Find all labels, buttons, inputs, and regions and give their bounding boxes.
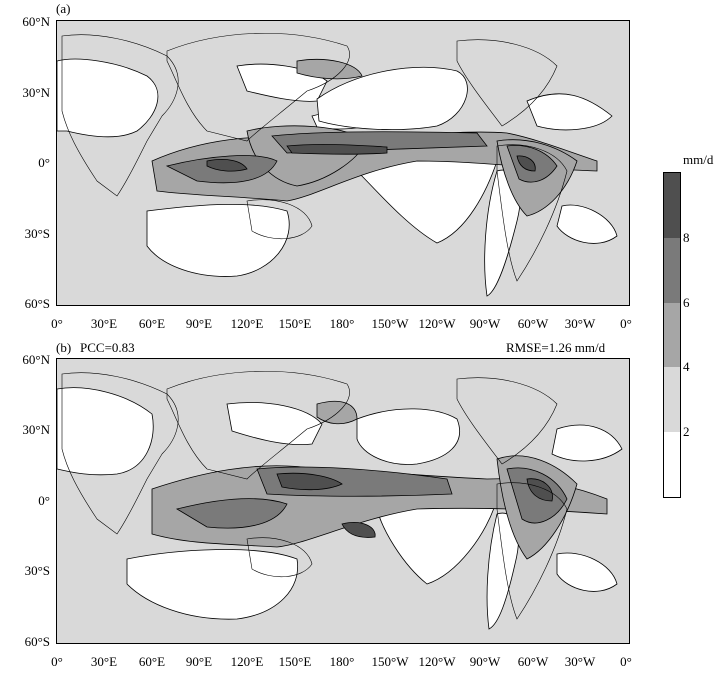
lat-label-eq-b: 0° (38, 493, 50, 508)
panel-b-label: (b) (56, 340, 72, 355)
lon-label-90w: 90°W (469, 316, 501, 331)
colorbar-segment-6-8 (664, 238, 680, 303)
lon-label-60e-b: 60°E (138, 654, 166, 669)
lat-label-60s: 60°S (24, 296, 50, 311)
colorbar-segment-0-2 (664, 432, 680, 497)
map-b-svg (57, 370, 623, 630)
lon-label-60e: 60°E (138, 316, 166, 331)
lat-label-60n: 60°N (22, 14, 50, 29)
lon-label-60w-b: 60°W (517, 654, 549, 669)
lat-label-30s-b: 30°S (24, 563, 50, 578)
lat-label-30n-b: 30°N (22, 422, 50, 437)
colorbar-label-8: 8 (683, 230, 690, 245)
lon-label-90e: 90°E (185, 316, 213, 331)
panel-a-label: (a) (56, 1, 71, 16)
lat-label-60s-b: 60°S (24, 634, 50, 649)
map-a-svg (57, 32, 618, 297)
lon-label-120e-b: 120°E (230, 654, 264, 669)
lon-label-180-b: 180° (329, 654, 355, 669)
panel-a: (a) 60°N 30°N 0° 30°S 60°S (0, 0, 660, 340)
lat-label-60n-b: 60°N (22, 352, 50, 367)
lon-label-150w: 150°W (371, 316, 409, 331)
lon-label-30e: 30°E (90, 316, 118, 331)
colorbar-segment-4-6 (664, 303, 680, 367)
lon-label-30w: 30°W (564, 316, 596, 331)
lon-label-150e: 150°E (278, 316, 312, 331)
lat-label-30s: 30°S (24, 226, 50, 241)
pcc-label: PCC=0.83 (80, 340, 135, 355)
lon-label-0-end: 0° (620, 316, 632, 331)
colorbar-unit: mm/d (683, 152, 714, 167)
colorbar (663, 172, 681, 498)
lon-label-120w-b: 120°W (418, 654, 456, 669)
lat-label-30n: 30°N (22, 85, 50, 100)
lon-label-60w: 60°W (517, 316, 549, 331)
lon-label-120w: 120°W (418, 316, 456, 331)
lon-label-0-end-b: 0° (620, 654, 632, 669)
lon-label-0-b: 0° (51, 654, 63, 669)
lon-label-150e-b: 150°E (278, 654, 312, 669)
lon-label-90e-b: 90°E (185, 654, 213, 669)
lon-label-0: 0° (51, 316, 63, 331)
colorbar-segment-2-4 (664, 367, 680, 432)
lon-label-120e: 120°E (230, 316, 264, 331)
map-a (56, 20, 630, 306)
colorbar-label-2: 2 (683, 424, 690, 439)
map-b (56, 358, 630, 644)
lon-label-30e-b: 30°E (90, 654, 118, 669)
lon-label-150w-b: 150°W (371, 654, 409, 669)
lon-label-180: 180° (329, 316, 355, 331)
colorbar-label-6: 6 (683, 295, 690, 310)
rmse-label: RMSE=1.26 mm/d (506, 340, 606, 355)
panel-b: (b) PCC=0.83 RMSE=1.26 mm/d 60°N 30°N 0°… (0, 340, 660, 680)
colorbar-label-4: 4 (683, 359, 690, 374)
lon-label-30w-b: 30°W (564, 654, 596, 669)
lon-label-90w-b: 90°W (469, 654, 501, 669)
colorbar-segment-8-plus (664, 173, 680, 238)
lat-label-eq: 0° (38, 155, 50, 170)
